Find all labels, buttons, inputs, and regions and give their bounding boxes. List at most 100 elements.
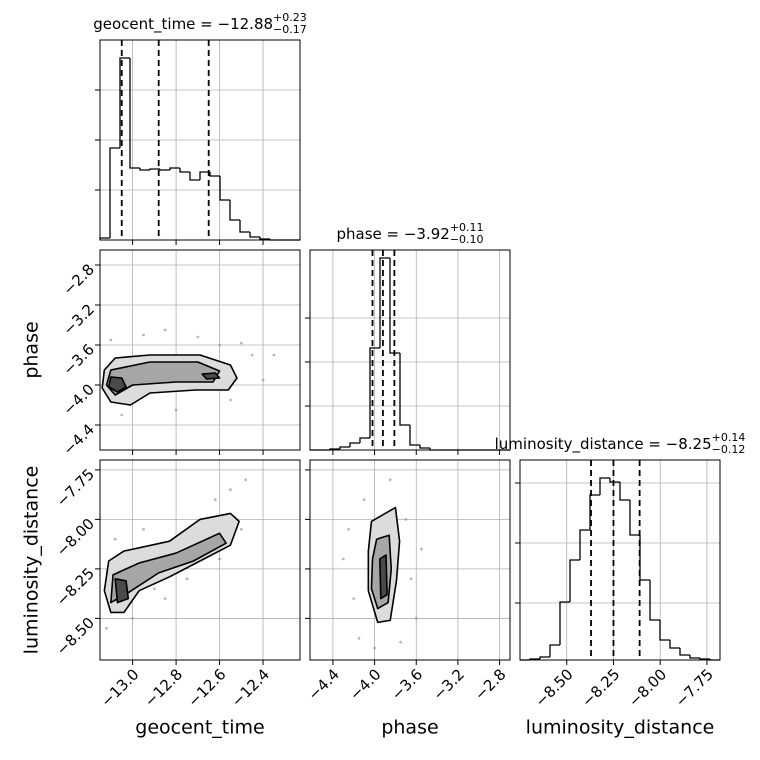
- histogram-step: [549, 644, 560, 657]
- y-tick-label: −7.75: [53, 465, 98, 510]
- sample-point: [213, 498, 217, 502]
- histogram-step: [539, 656, 550, 659]
- sample-point: [261, 378, 265, 382]
- histogram-step: [129, 58, 140, 169]
- histogram-step: [349, 442, 360, 447]
- histogram-step: [209, 172, 220, 177]
- panel: geocent_time = −12.88+0.23 −0.17: [93, 11, 307, 245]
- y-axis-label: luminosity_distance: [21, 466, 43, 655]
- sample-point: [142, 333, 145, 337]
- histogram-step: [639, 535, 650, 581]
- y-tick-label: −8.50: [53, 614, 98, 659]
- x-tick-label: −12.4: [228, 665, 273, 710]
- y-tick-label: −2.8: [60, 260, 98, 298]
- histogram-step: [109, 147, 120, 238]
- title-main: geocent_time = −12.88: [93, 15, 273, 34]
- sample-point: [229, 488, 232, 492]
- x-axis-label: luminosity_distance: [526, 717, 715, 739]
- histogram-step: [579, 529, 590, 560]
- x-axis-label: geocent_time: [135, 717, 264, 739]
- title-sup: +0.11: [450, 221, 484, 234]
- x-tick-label: −12.8: [141, 665, 186, 710]
- sample-point: [388, 478, 392, 482]
- sample-point: [347, 527, 350, 531]
- x-tick-label: −8.50: [532, 665, 577, 710]
- x-tick-label: −3.2: [429, 665, 467, 703]
- histogram-step: [699, 658, 710, 660]
- contour: [107, 376, 127, 393]
- histogram-step: [659, 620, 670, 641]
- histogram-step: [179, 168, 190, 173]
- histogram-step: [369, 347, 380, 438]
- contour: [378, 554, 388, 600]
- panel: phase = −3.92+0.11 −0.10: [305, 221, 511, 455]
- histogram-step: [669, 640, 680, 649]
- x-tick-label: −2.8: [471, 665, 509, 703]
- x-tick-label: −7.75: [672, 665, 717, 710]
- y-tick-label: −4.0: [60, 380, 98, 418]
- sample-point: [163, 597, 167, 601]
- histogram-step: [149, 168, 160, 170]
- panel-frame: [99, 39, 301, 241]
- contour: [201, 372, 221, 380]
- sample-point: [113, 537, 117, 541]
- histogram-step: [259, 237, 270, 240]
- x-tick-label: −4.4: [304, 665, 342, 703]
- histogram-step: [649, 580, 660, 621]
- panel-frame: [99, 459, 301, 661]
- title-sup: +0.14: [712, 431, 746, 444]
- sample-point: [409, 577, 413, 581]
- sample-point: [185, 577, 189, 581]
- sample-point: [420, 547, 423, 551]
- sample-point: [229, 398, 232, 402]
- histogram-step: [589, 494, 600, 530]
- histogram-step: [399, 353, 410, 426]
- sample-point: [218, 343, 221, 347]
- sample-point: [272, 353, 276, 357]
- histogram-step: [689, 655, 700, 659]
- panel-title: phase = −3.92+0.11 −0.10: [336, 221, 483, 246]
- sample-point: [244, 478, 248, 482]
- title-main: luminosity_distance = −8.25: [495, 435, 712, 454]
- histogram-step: [629, 500, 640, 536]
- sample-point: [131, 617, 135, 620]
- histogram-step: [569, 559, 580, 602]
- histogram-step: [119, 57, 130, 148]
- x-tick-label: −3.6: [388, 665, 426, 703]
- sample-point: [152, 587, 156, 591]
- histogram-step: [679, 648, 690, 656]
- sample-point: [239, 527, 243, 531]
- histogram-step: [599, 477, 610, 495]
- y-tick-label: −8.00: [53, 515, 98, 560]
- histogram-step: [139, 168, 150, 171]
- histogram-step: [609, 478, 620, 483]
- contour: [105, 361, 221, 396]
- sample-point: [163, 328, 167, 332]
- sample-point: [250, 353, 254, 357]
- panel-frame: [519, 459, 721, 661]
- histogram-step: [389, 258, 400, 354]
- x-tick-label: −4.0: [346, 665, 384, 703]
- sample-point: [414, 617, 418, 620]
- panel-frame: [99, 249, 301, 451]
- sample-point: [105, 626, 108, 630]
- y-tick-label: −8.25: [53, 564, 98, 609]
- title-sup: +0.23: [273, 11, 307, 24]
- sample-point: [218, 557, 221, 561]
- histogram-step: [249, 232, 260, 238]
- sample-point: [109, 338, 113, 342]
- title-main: phase = −3.92: [336, 225, 449, 243]
- sample-point: [196, 335, 200, 339]
- histogram-step: [199, 171, 210, 180]
- histogram-step: [409, 425, 420, 446]
- sample-point: [362, 498, 366, 502]
- panel-frame: [309, 249, 511, 451]
- sample-point: [404, 518, 408, 521]
- sample-point: [357, 636, 361, 640]
- x-tick-label: −12.6: [184, 665, 229, 710]
- sample-point: [373, 646, 376, 650]
- histogram-step: [419, 445, 430, 449]
- title-sub: −0.10: [450, 233, 484, 246]
- y-tick-label: −3.2: [60, 300, 98, 338]
